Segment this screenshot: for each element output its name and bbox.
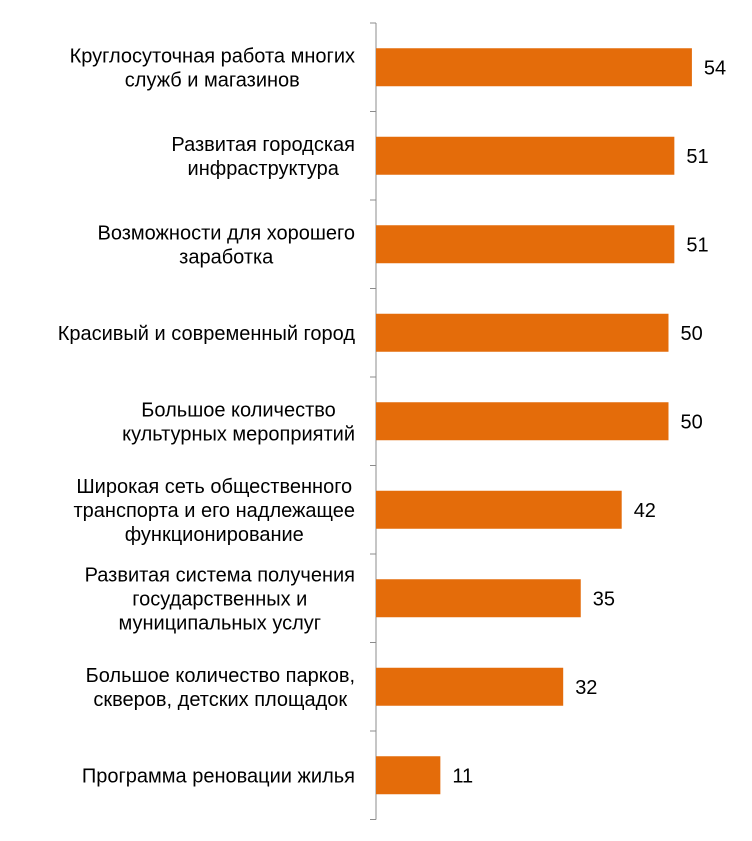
bar xyxy=(376,579,581,618)
category-label: Большое количество парков, скверов, детск… xyxy=(86,665,355,711)
category-label-line: муниципальных услуг xyxy=(119,612,322,634)
category-label-line: заработка xyxy=(179,246,274,268)
value-label: 51 xyxy=(686,146,708,168)
category-label-line: Красивый и современный город xyxy=(58,323,356,345)
value-labels: 54 51 51 50 50 42 35 32 11 xyxy=(452,57,726,787)
bar xyxy=(376,136,675,175)
category-axis xyxy=(370,22,377,820)
category-label-line: Круглосуточная работа многих xyxy=(70,45,355,67)
bar xyxy=(376,756,441,795)
value-label: 11 xyxy=(452,765,473,787)
category-labels: Круглосуточная работа многих служб и мага… xyxy=(58,45,356,787)
category-label: Красивый и современный город xyxy=(58,323,356,345)
category-label-line: Развитая система получения xyxy=(85,564,355,586)
category-label: Развитая система получения государственны… xyxy=(85,564,355,634)
value-label: 32 xyxy=(575,677,597,699)
bar xyxy=(376,225,675,264)
category-label-line: служб и магазинов xyxy=(125,69,300,91)
category-label: Большое количество культурных мероприятий xyxy=(122,399,355,445)
category-label-line: инфраструктура xyxy=(188,158,340,180)
category-label-line: государственных и xyxy=(132,588,307,610)
category-label-line: скверов, детских площадок xyxy=(93,689,347,711)
value-label: 50 xyxy=(681,323,703,345)
category-label-line: транспорта и его надлежащее xyxy=(74,500,355,522)
category-label-line: Широкая сеть общественного xyxy=(76,476,352,498)
bars xyxy=(376,48,692,795)
value-label: 51 xyxy=(686,234,708,256)
value-label: 50 xyxy=(681,411,703,433)
category-label-line: функционирование xyxy=(125,524,304,546)
category-label-line: культурных мероприятий xyxy=(122,423,355,445)
category-label-line: Развитая городская xyxy=(171,134,355,156)
bar xyxy=(376,402,669,441)
category-label: Широкая сеть общественного транспорта и е… xyxy=(74,476,355,546)
category-label-line: Большое количество xyxy=(141,399,335,421)
category-label-line: Программа реновации жилья xyxy=(82,765,355,787)
category-label: Развитая городская инфраструктура xyxy=(171,134,355,180)
category-label: Возможности для хорошего заработка xyxy=(97,222,355,268)
category-label-line: Возможности для хорошего xyxy=(97,222,355,244)
value-label: 35 xyxy=(593,588,615,610)
bar xyxy=(376,313,669,352)
category-label-line: Большое количество парков, xyxy=(86,665,355,687)
bar xyxy=(376,48,692,87)
bar xyxy=(376,490,622,529)
bar xyxy=(376,667,564,706)
value-label: 54 xyxy=(704,57,726,79)
category-label: Круглосуточная работа многих служб и мага… xyxy=(70,45,355,91)
category-label: Программа реновации жилья xyxy=(82,765,355,787)
value-label: 42 xyxy=(634,500,656,522)
